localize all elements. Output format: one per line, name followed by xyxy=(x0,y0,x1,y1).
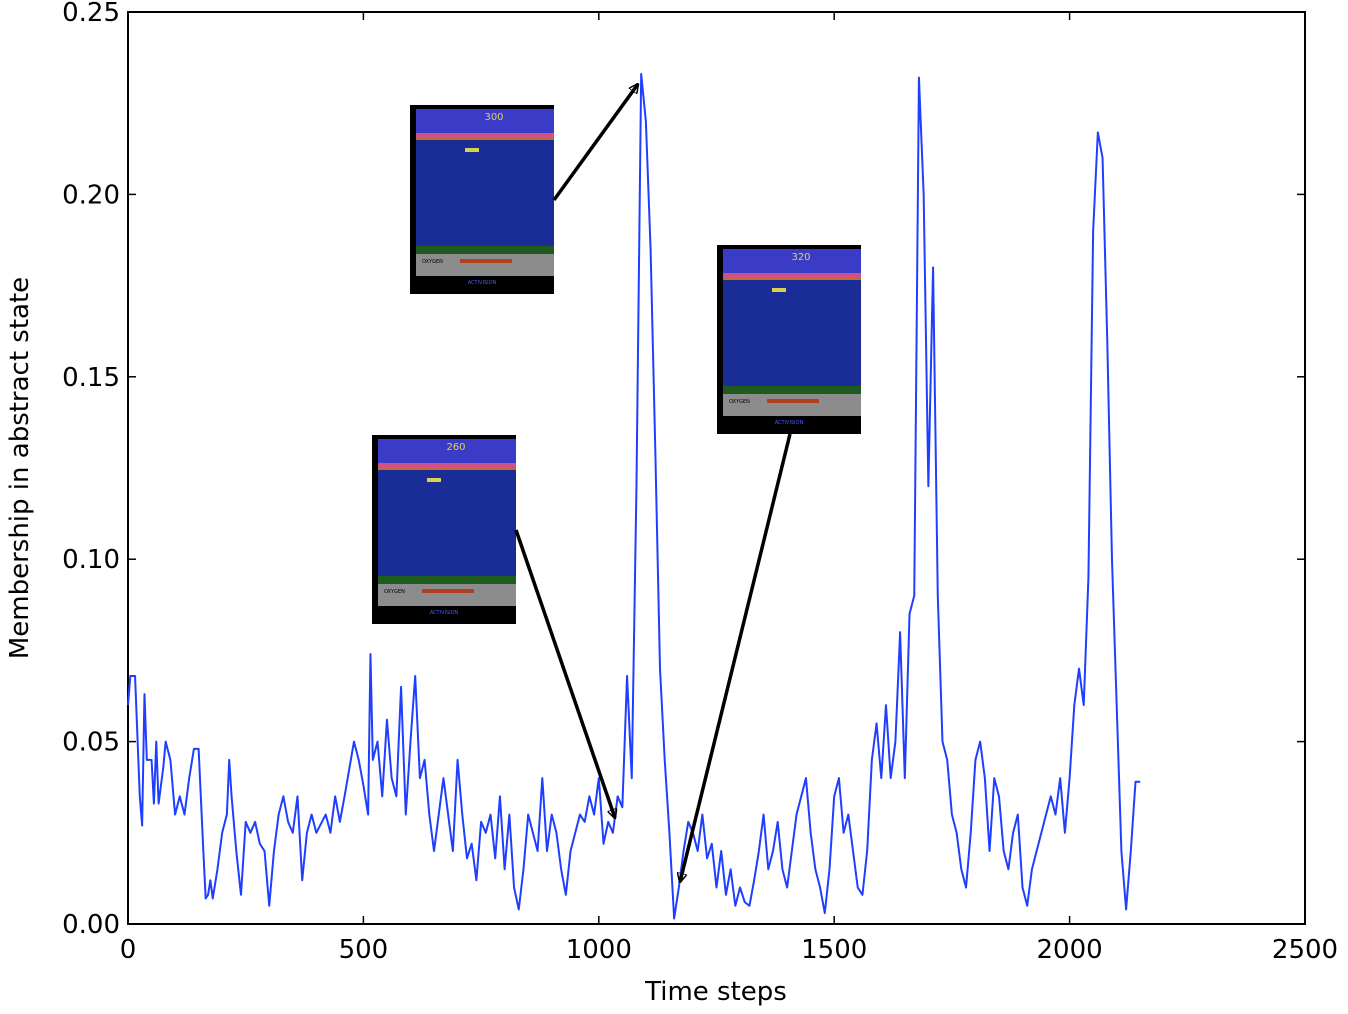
thumb-sunset xyxy=(416,133,554,137)
x-tick-label: 2500 xyxy=(1272,935,1338,965)
thumb-sky xyxy=(378,439,516,463)
data-line xyxy=(127,73,1141,920)
thumb-water xyxy=(416,140,554,246)
thumb-sub xyxy=(465,148,479,152)
thumb-oxygen-label: OXYGEN xyxy=(422,259,443,265)
x-axis-label: Time steps xyxy=(644,977,787,1007)
plot-frame xyxy=(127,11,1306,925)
y-tick-label: 0.00 xyxy=(62,910,120,940)
thumb-sky xyxy=(723,249,861,273)
x-tick-label: 0 xyxy=(120,935,137,965)
thumb-sub xyxy=(772,288,786,292)
thumb-sunset xyxy=(723,273,861,277)
y-tick-label: 0.05 xyxy=(62,728,120,758)
thumb-brand: ACTIVISION xyxy=(430,610,459,616)
thumb-water xyxy=(723,280,861,386)
thumb-score: 260 xyxy=(446,442,465,453)
thumb-seabed xyxy=(723,386,861,394)
y-tick-label: 0.20 xyxy=(62,180,120,210)
thumb-oxygen-bar xyxy=(422,589,474,593)
game-thumbnail: 260 OXYGEN ACTIVISION xyxy=(372,435,516,624)
thumb-oxygen-label: OXYGEN xyxy=(729,399,750,405)
y-tick-label: 0.25 xyxy=(62,0,120,28)
arrow xyxy=(552,84,638,202)
thumb-brand: ACTIVISION xyxy=(468,280,497,286)
thumb-water xyxy=(378,470,516,576)
game-thumbnail: 320 OXYGEN ACTIVISION xyxy=(717,245,861,434)
thumb-sky xyxy=(416,109,554,133)
thumb-oxygen-bar xyxy=(460,259,512,263)
x-tick-label: 500 xyxy=(339,935,389,965)
thumb-sunset xyxy=(723,277,861,280)
arrow xyxy=(514,529,615,818)
thumb-sunset xyxy=(416,137,554,140)
thumb-ground xyxy=(416,254,554,276)
thumb-ground xyxy=(378,584,516,606)
thumb-seabed xyxy=(416,246,554,254)
thumb-ground xyxy=(723,394,861,416)
y-axis-label: Membership in abstract state xyxy=(5,277,35,659)
x-tick-label: 2000 xyxy=(1037,935,1103,965)
thumb-brand: ACTIVISION xyxy=(775,420,804,426)
thumb-oxygen-bar xyxy=(767,399,819,403)
x-tick-label: 1000 xyxy=(566,935,632,965)
arrow xyxy=(680,433,792,882)
game-thumbnail: 300 OXYGEN ACTIVISION xyxy=(410,105,554,294)
thumb-sunset xyxy=(378,463,516,467)
thumb-score: 320 xyxy=(791,252,810,263)
thumb-oxygen-label: OXYGEN xyxy=(384,589,405,595)
thumb-sunset xyxy=(378,467,516,470)
thumb-seabed xyxy=(378,576,516,584)
thumb-sub xyxy=(427,478,441,482)
y-tick-label: 0.15 xyxy=(62,363,120,393)
x-tick-label: 1500 xyxy=(801,935,867,965)
thumb-score: 300 xyxy=(484,112,503,123)
y-tick-label: 0.10 xyxy=(62,545,120,575)
